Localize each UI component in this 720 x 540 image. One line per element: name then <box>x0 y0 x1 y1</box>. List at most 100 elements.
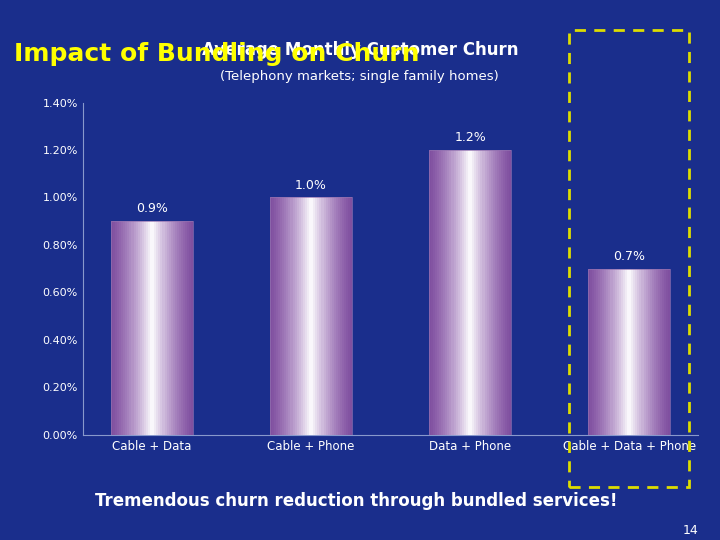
Bar <box>451 150 454 435</box>
Bar <box>135 221 138 435</box>
Bar <box>658 268 660 435</box>
Bar <box>338 198 340 435</box>
Bar <box>270 198 272 435</box>
Bar <box>608 268 611 435</box>
Bar <box>666 268 668 435</box>
Bar <box>148 221 150 435</box>
Bar <box>168 221 171 435</box>
Bar <box>119 221 121 435</box>
Bar <box>592 268 594 435</box>
Bar <box>662 268 665 435</box>
Bar <box>282 198 284 435</box>
Bar <box>428 150 431 435</box>
Bar <box>604 268 606 435</box>
Bar <box>330 198 332 435</box>
Bar <box>472 150 474 435</box>
Bar <box>309 198 311 435</box>
Bar <box>154 221 156 435</box>
Bar <box>297 198 299 435</box>
Bar <box>503 150 505 435</box>
Bar <box>121 221 123 435</box>
Bar <box>152 221 154 435</box>
Bar <box>492 150 495 435</box>
Bar <box>320 198 321 435</box>
Bar <box>588 268 590 435</box>
Bar <box>344 198 346 435</box>
Bar <box>474 150 477 435</box>
Bar <box>621 268 623 435</box>
Bar <box>602 268 604 435</box>
Text: 1.2%: 1.2% <box>454 131 486 144</box>
Bar <box>311 198 313 435</box>
Bar <box>477 150 478 435</box>
Bar <box>270 198 353 435</box>
Bar <box>111 221 194 435</box>
Bar <box>598 268 600 435</box>
Bar <box>307 198 309 435</box>
Bar <box>301 198 303 435</box>
Bar <box>303 198 305 435</box>
Bar <box>146 221 148 435</box>
Bar <box>445 150 447 435</box>
Bar <box>274 198 276 435</box>
Bar <box>328 198 330 435</box>
Bar <box>499 150 501 435</box>
Bar <box>150 221 152 435</box>
Bar <box>615 268 617 435</box>
Bar <box>569 30 690 487</box>
Bar <box>613 268 615 435</box>
Bar <box>181 221 183 435</box>
Bar <box>501 150 503 435</box>
Bar <box>278 198 280 435</box>
Bar <box>321 198 323 435</box>
Bar <box>166 221 168 435</box>
Bar <box>276 198 278 435</box>
Bar <box>596 268 598 435</box>
Bar <box>646 268 648 435</box>
Bar <box>637 268 639 435</box>
Bar <box>617 268 618 435</box>
Bar <box>351 198 353 435</box>
Bar <box>508 150 509 435</box>
Bar <box>468 150 470 435</box>
Bar <box>485 150 487 435</box>
Bar <box>340 198 342 435</box>
Bar <box>487 150 489 435</box>
Bar <box>588 268 670 435</box>
Bar <box>318 198 320 435</box>
Bar <box>644 268 646 435</box>
Bar <box>130 221 132 435</box>
Bar <box>633 268 635 435</box>
Text: 1.0%: 1.0% <box>295 179 327 192</box>
Bar <box>648 268 649 435</box>
Text: 0.7%: 0.7% <box>613 249 645 263</box>
Bar <box>635 268 637 435</box>
Bar <box>454 150 456 435</box>
Bar <box>470 150 472 435</box>
Bar <box>625 268 627 435</box>
Bar <box>656 268 658 435</box>
Bar <box>441 150 444 435</box>
Text: Average Monthly Customer Churn: Average Monthly Customer Churn <box>202 42 518 59</box>
Bar <box>478 150 480 435</box>
Bar <box>642 268 644 435</box>
Bar <box>447 150 449 435</box>
Bar <box>175 221 177 435</box>
Text: Impact of Bundling on Churn: Impact of Bundling on Churn <box>14 42 420 66</box>
Bar <box>437 150 439 435</box>
Bar <box>323 198 325 435</box>
Bar <box>142 221 144 435</box>
Bar <box>127 221 130 435</box>
Bar <box>594 268 596 435</box>
Bar <box>187 221 189 435</box>
Bar <box>631 268 633 435</box>
Bar <box>435 150 437 435</box>
Bar <box>115 221 117 435</box>
Text: Tremendous churn reduction through bundled services!: Tremendous churn reduction through bundl… <box>95 492 618 510</box>
Bar <box>299 198 301 435</box>
Bar <box>482 150 485 435</box>
Bar <box>185 221 187 435</box>
Bar <box>433 150 435 435</box>
Bar <box>491 150 492 435</box>
Bar <box>649 268 652 435</box>
